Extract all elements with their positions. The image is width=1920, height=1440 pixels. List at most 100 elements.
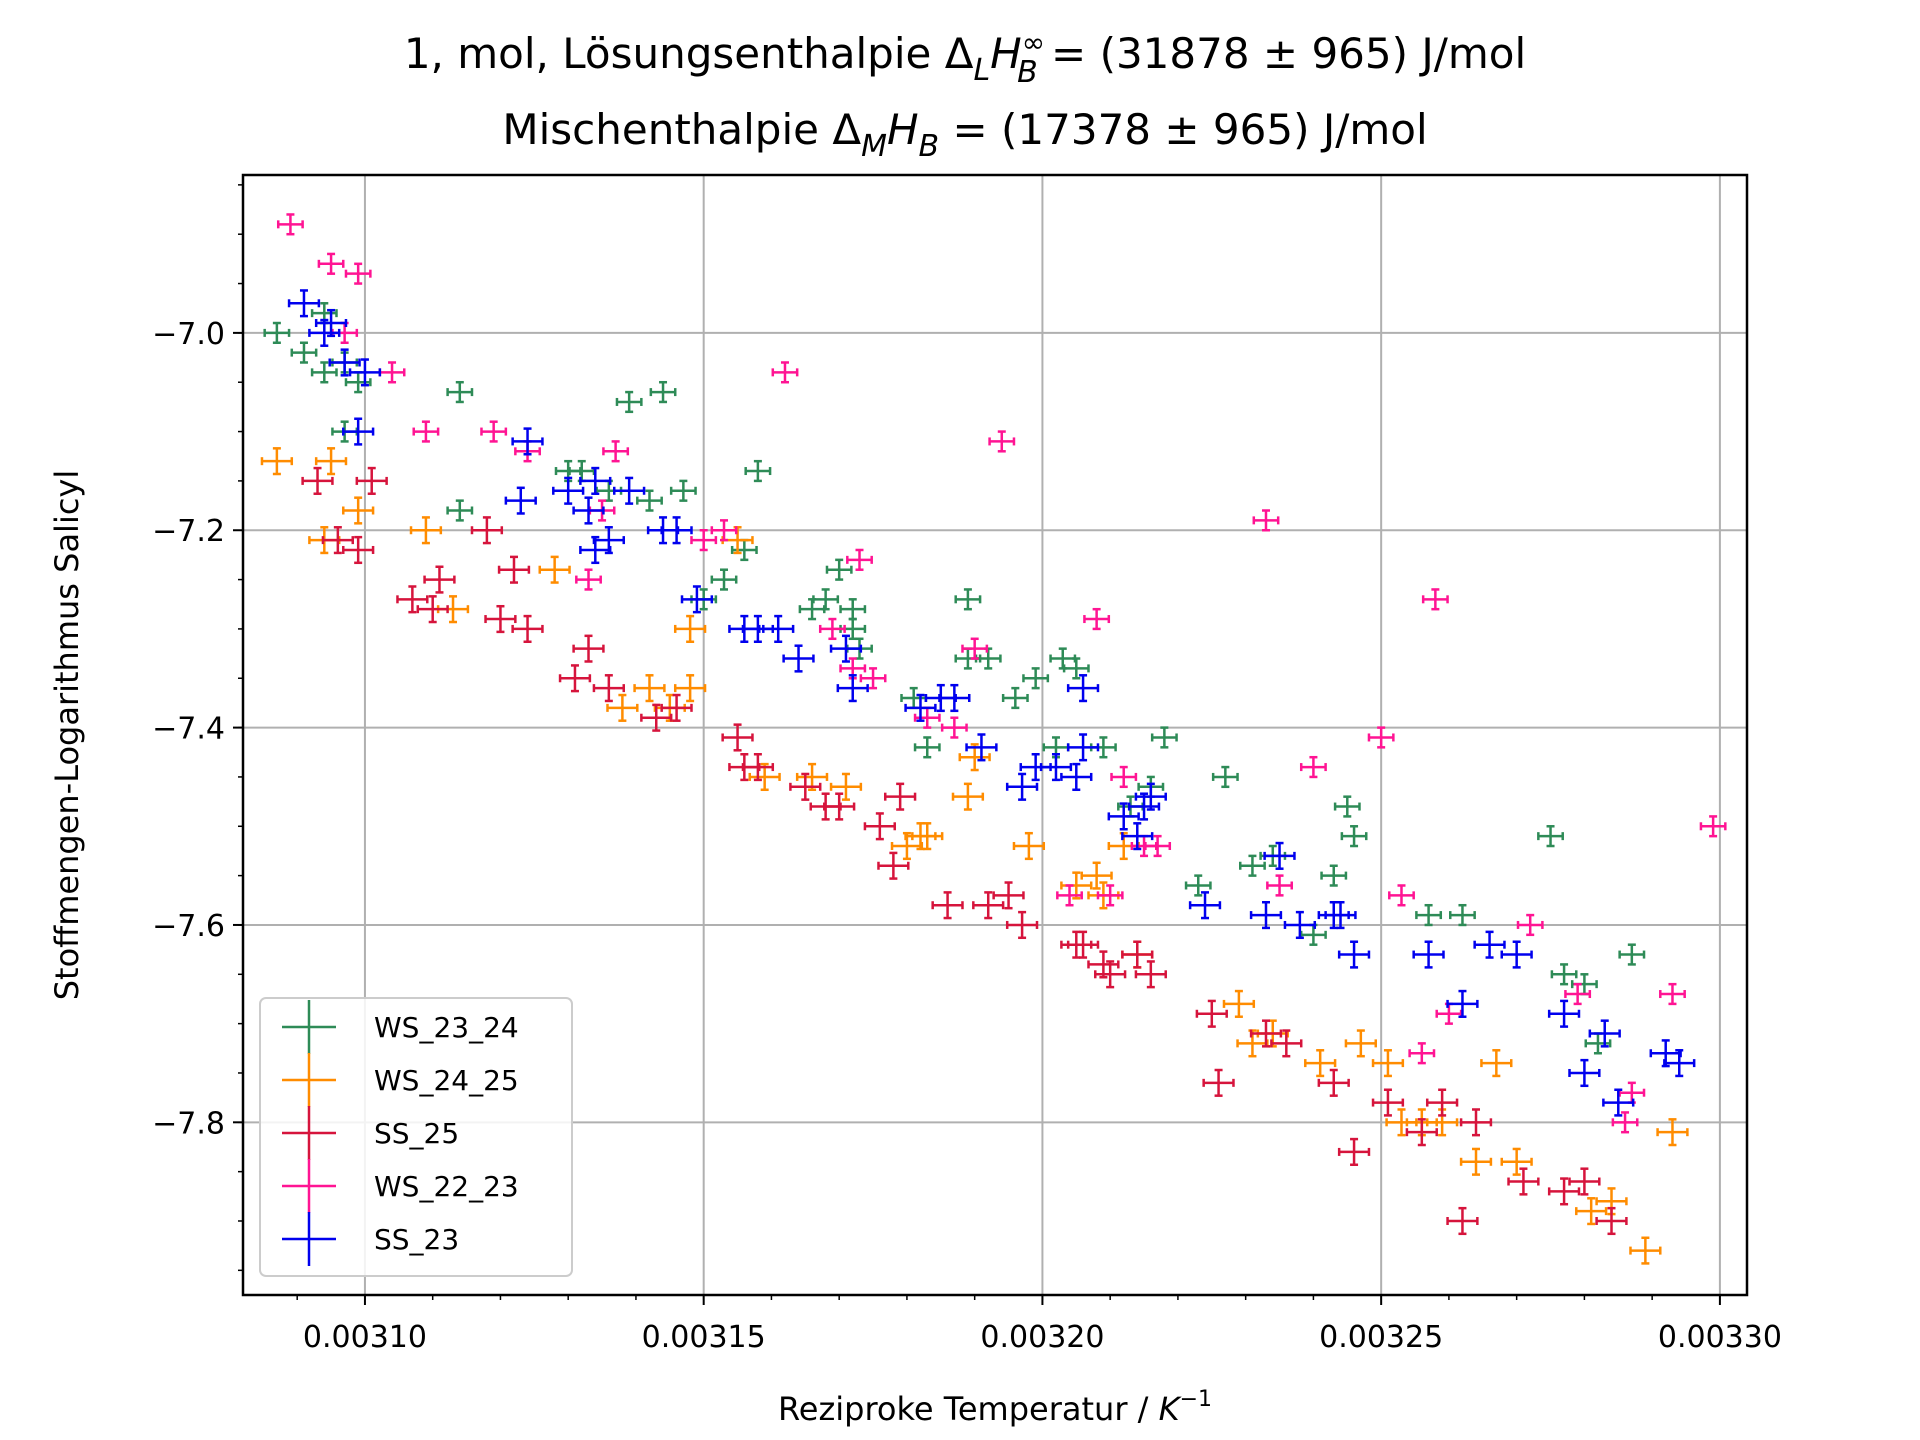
data-point (958, 743, 991, 772)
data-point (1584, 1032, 1612, 1055)
data-point (1629, 1236, 1662, 1265)
data-point (1324, 901, 1357, 930)
data-point (748, 762, 781, 792)
data-point (416, 595, 449, 624)
y-tick-label: −7.2 (152, 514, 225, 549)
data-point (1263, 841, 1296, 870)
data-point (1012, 831, 1046, 861)
data-point (1446, 1206, 1479, 1236)
data-point (314, 308, 348, 338)
data-point (552, 476, 585, 505)
data-point (818, 617, 846, 641)
data-point (1473, 930, 1506, 959)
data-point (673, 674, 707, 703)
data-point (558, 664, 592, 693)
data-point (721, 723, 754, 752)
data-point (1656, 1118, 1689, 1147)
data-point (1415, 903, 1443, 927)
chart-title-line-2: Mischenthalpie ΔMHB = (17378 ± 965) J/mo… (502, 105, 1427, 164)
data-point (1134, 960, 1167, 989)
data-point (1649, 1039, 1682, 1068)
data-point (877, 851, 910, 880)
data-point (951, 782, 985, 811)
data-point (446, 380, 474, 404)
data-point (344, 371, 372, 394)
x-tick-label: 0.00315 (642, 1320, 766, 1355)
data-point (1371, 1049, 1405, 1078)
data-point (1699, 815, 1727, 838)
data-point (260, 447, 294, 476)
data-point (497, 555, 531, 584)
data-point (911, 822, 944, 851)
data-point (972, 891, 1005, 920)
data-point (954, 588, 982, 611)
data-point (680, 585, 714, 614)
data-point (1188, 891, 1222, 920)
legend-entry-WS_23_24: WS_23_24 (282, 1000, 519, 1054)
y-tick-label: −7.8 (152, 1106, 225, 1141)
data-point (1425, 1108, 1459, 1137)
data-point (342, 535, 375, 565)
data-point (1547, 1177, 1581, 1206)
data-point (812, 588, 840, 611)
data-point (829, 634, 863, 663)
data-point (1022, 667, 1050, 690)
data-point (1317, 1068, 1350, 1097)
data-point (484, 604, 517, 634)
legend-entry-SS_23: SS_23 (282, 1212, 459, 1266)
legend-label: SS_25 (374, 1117, 459, 1150)
data-point (710, 568, 738, 591)
data-point (615, 390, 643, 414)
data-point (470, 516, 504, 545)
data-point (1184, 874, 1212, 897)
data-point (1249, 901, 1283, 930)
data-point (1333, 795, 1361, 818)
data-point (1663, 1049, 1696, 1078)
data-point (1371, 1088, 1405, 1117)
data-point (1066, 733, 1100, 762)
data-point (913, 736, 941, 759)
data-point (1056, 884, 1083, 907)
data-point (606, 693, 639, 722)
data-point (344, 262, 372, 285)
data-point (836, 674, 869, 703)
data-point (1202, 1068, 1235, 1097)
data-point (1516, 913, 1544, 937)
data-point (744, 459, 772, 483)
data-point (931, 891, 964, 920)
data-point (1367, 726, 1395, 749)
axis-ticks: 0.00310 0.00315 0.00320 0.00325 0.00330 −7.0 −… (152, 184, 1782, 1355)
legend: WS_23_24 WS_24_25 SS_25 WS_22_23 SS_23 (259, 997, 573, 1277)
data-point (1060, 871, 1093, 900)
legend-label: WS_23_24 (374, 1011, 519, 1044)
data-point (649, 380, 677, 404)
data-point (308, 318, 341, 347)
data-point (290, 341, 318, 364)
data-point (1144, 834, 1172, 858)
data-point (412, 420, 440, 443)
data-point (863, 812, 896, 841)
data-point (1446, 989, 1479, 1018)
data-point (1618, 943, 1646, 966)
data-point (771, 361, 799, 384)
data-point (1337, 1137, 1371, 1166)
grid (243, 175, 1747, 1295)
data-point (741, 752, 775, 782)
data-point (396, 585, 429, 614)
data-point (660, 693, 693, 722)
data-point (1083, 607, 1111, 631)
data-point (1611, 1111, 1639, 1134)
data-point (965, 733, 998, 762)
legend-label: WS_24_25 (374, 1064, 519, 1097)
data-point (1408, 1042, 1436, 1065)
data-point (1304, 1049, 1337, 1078)
data-point (1588, 1019, 1621, 1048)
data-point (511, 614, 544, 643)
series-WS_23_24 (263, 302, 1646, 1055)
legend-box (259, 997, 573, 1277)
data-point (1568, 1058, 1601, 1088)
data-point (1337, 940, 1371, 969)
data-point (1568, 1167, 1601, 1196)
series-SS_25 (301, 466, 1628, 1236)
